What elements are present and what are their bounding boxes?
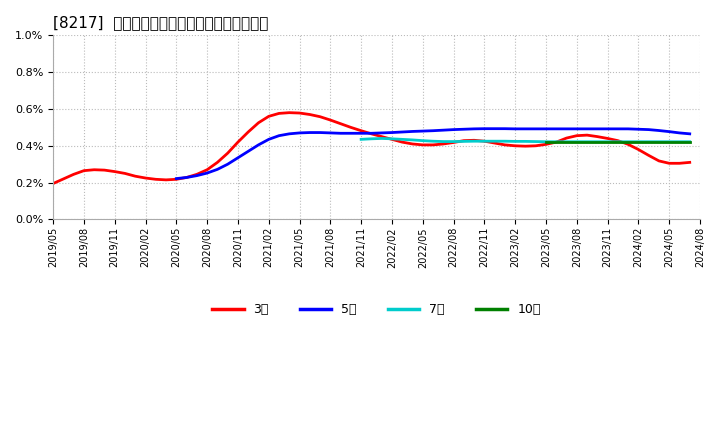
7年: [593, 139, 602, 144]
7年: [490, 139, 499, 144]
3年: [357, 128, 366, 133]
7年: [511, 139, 520, 144]
7年: [675, 139, 684, 144]
10年: [675, 139, 684, 144]
Line: 3年: 3年: [53, 113, 690, 183]
10年: [685, 139, 694, 144]
7年: [572, 139, 581, 144]
7年: [552, 139, 561, 144]
7年: [634, 139, 643, 144]
7年: [613, 139, 622, 144]
7年: [418, 138, 427, 143]
5年: [336, 131, 345, 136]
3年: [49, 181, 58, 186]
10年: [624, 139, 632, 144]
7年: [480, 139, 489, 144]
7年: [500, 139, 509, 144]
10年: [552, 139, 561, 144]
Text: [8217]  当期純利益マージンの標準偏差の推移: [8217] 当期純利益マージンの標準偏差の推移: [53, 15, 269, 30]
5年: [675, 130, 684, 136]
10年: [665, 139, 673, 144]
7年: [562, 139, 571, 144]
10年: [593, 139, 602, 144]
7年: [531, 139, 540, 144]
3年: [244, 129, 253, 135]
3年: [377, 134, 386, 139]
10年: [654, 139, 663, 144]
5年: [326, 130, 335, 136]
10年: [644, 139, 653, 144]
7年: [469, 139, 478, 144]
10年: [541, 139, 550, 144]
5年: [521, 126, 530, 132]
5年: [552, 126, 561, 132]
Line: 7年: 7年: [361, 139, 690, 142]
7年: [398, 137, 407, 142]
7年: [387, 136, 396, 141]
7年: [603, 139, 612, 144]
10年: [613, 139, 622, 144]
10年: [572, 139, 581, 144]
Legend: 3年, 5年, 7年, 10年: 3年, 5年, 7年, 10年: [212, 303, 541, 316]
3年: [675, 161, 684, 166]
7年: [582, 139, 591, 144]
7年: [644, 139, 653, 144]
7年: [654, 139, 663, 144]
5年: [480, 126, 489, 131]
10年: [562, 139, 571, 144]
7年: [459, 139, 468, 144]
7年: [541, 139, 550, 144]
3年: [223, 150, 232, 156]
Line: 5年: 5年: [176, 128, 690, 179]
10年: [603, 139, 612, 144]
7年: [624, 139, 632, 144]
3年: [685, 160, 694, 165]
10年: [582, 139, 591, 144]
7年: [428, 139, 437, 144]
7年: [408, 137, 417, 143]
7年: [439, 139, 448, 144]
3年: [500, 142, 509, 147]
7年: [357, 137, 366, 142]
3年: [285, 110, 294, 115]
5年: [285, 131, 294, 136]
7年: [521, 139, 530, 144]
7年: [377, 136, 386, 141]
5年: [172, 176, 181, 181]
7年: [685, 139, 694, 144]
5年: [685, 131, 694, 136]
10年: [634, 139, 643, 144]
7年: [449, 139, 458, 144]
7年: [367, 136, 376, 141]
7年: [665, 139, 673, 144]
